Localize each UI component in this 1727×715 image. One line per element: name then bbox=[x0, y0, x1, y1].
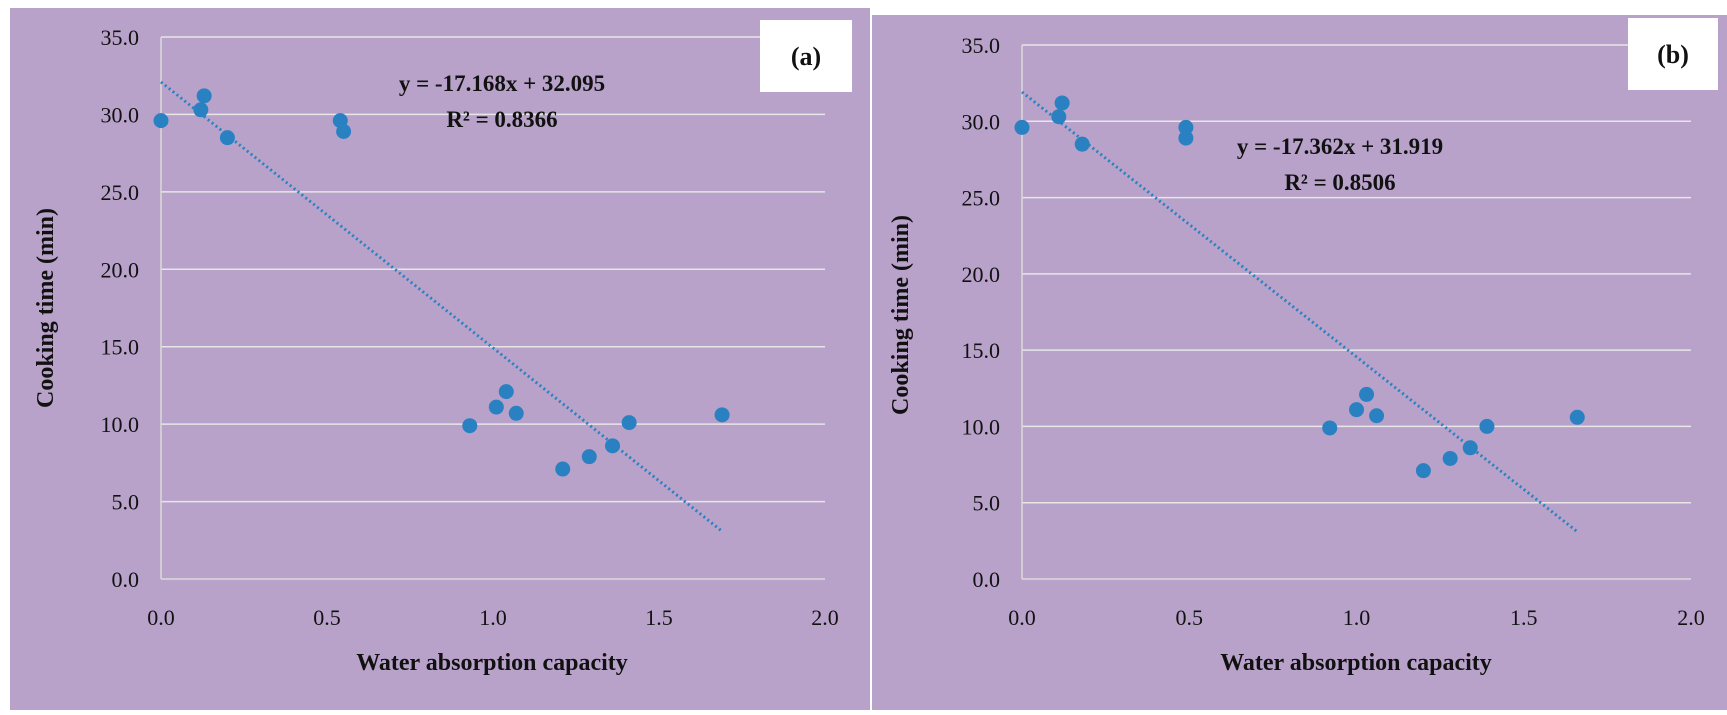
trend-equation: y = -17.168x + 32.095 bbox=[399, 71, 605, 96]
data-point bbox=[508, 405, 524, 421]
x-axis-title: Water absorption capacity bbox=[356, 650, 628, 676]
data-point bbox=[488, 399, 504, 415]
data-point bbox=[219, 130, 235, 146]
chart-panel-a: 0.0 5.0 10.0 15.0 20.0 25.0 30.0 35.0 0.0 0.5 1.0… bbox=[10, 8, 870, 715]
x-tick-label: 0.0 bbox=[147, 605, 175, 630]
y-tick-label: 5.0 bbox=[112, 490, 140, 515]
data-point bbox=[153, 113, 169, 129]
y-tick-label: 0.0 bbox=[112, 567, 140, 592]
y-tick-label: 35.0 bbox=[101, 25, 140, 50]
x-tick-label: 1.0 bbox=[1343, 605, 1371, 630]
x-tick-label: 0.5 bbox=[313, 605, 341, 630]
data-point bbox=[462, 418, 478, 434]
data-point bbox=[714, 407, 730, 423]
y-tick-label: 15.0 bbox=[962, 338, 1001, 363]
x-tick-label: 1.5 bbox=[1510, 605, 1538, 630]
data-point bbox=[605, 438, 621, 454]
y-tick-label: 10.0 bbox=[962, 414, 1001, 439]
trendline bbox=[1021, 90, 1579, 533]
data-point bbox=[1074, 136, 1090, 152]
data-point bbox=[581, 449, 597, 465]
panel-label: (b) bbox=[1657, 40, 1689, 69]
gridlines bbox=[161, 36, 825, 503]
r-squared-label: R² = 0.8506 bbox=[1284, 170, 1395, 195]
x-tick-labels: 0.0 0.5 1.0 1.5 2.0 bbox=[1008, 605, 1705, 630]
r-squared-label: R² = 0.8366 bbox=[446, 107, 557, 132]
y-tick-label: 35.0 bbox=[962, 33, 1001, 58]
y-tick-label: 15.0 bbox=[101, 335, 140, 360]
data-point bbox=[1479, 418, 1495, 434]
data-point bbox=[1178, 119, 1194, 135]
x-tick-label: 2.0 bbox=[1677, 605, 1705, 630]
data-point bbox=[1178, 130, 1194, 146]
scatter-chart-b: 0.0 5.0 10.0 15.0 20.0 25.0 30.0 35.0 0.0 0.5 1.0… bbox=[872, 15, 1727, 710]
data-point bbox=[498, 384, 514, 400]
data-point bbox=[193, 102, 209, 118]
y-tick-labels: 0.0 5.0 10.0 15.0 20.0 25.0 30.0 35.0 bbox=[101, 25, 140, 592]
trend-equation: y = -17.362x + 31.919 bbox=[1237, 134, 1443, 159]
data-point bbox=[336, 123, 352, 139]
data-point bbox=[1442, 450, 1458, 466]
x-tick-label: 0.5 bbox=[1176, 605, 1204, 630]
x-tick-label: 1.0 bbox=[479, 605, 507, 630]
data-point bbox=[1054, 95, 1070, 111]
data-point bbox=[1359, 386, 1375, 402]
panel-label-box bbox=[760, 20, 852, 92]
scatter-chart-a: 0.0 5.0 10.0 15.0 20.0 25.0 30.0 35.0 0.0 0.5 1.0… bbox=[10, 8, 870, 710]
data-point bbox=[1369, 408, 1385, 424]
y-axis-title: Cooking time (min) bbox=[33, 208, 59, 408]
gridlines bbox=[1022, 44, 1691, 504]
data-points bbox=[153, 88, 730, 477]
plot-background bbox=[872, 15, 1727, 710]
data-point bbox=[1415, 463, 1431, 479]
y-tick-label: 20.0 bbox=[101, 257, 140, 282]
y-tick-label: 10.0 bbox=[101, 412, 140, 437]
y-tick-label: 25.0 bbox=[962, 186, 1001, 211]
plot-background bbox=[10, 8, 870, 710]
data-point bbox=[1569, 409, 1585, 425]
y-tick-label: 25.0 bbox=[101, 180, 140, 205]
y-tick-labels: 0.0 5.0 10.0 15.0 20.0 25.0 30.0 35.0 bbox=[962, 33, 1001, 592]
y-tick-label: 30.0 bbox=[101, 102, 140, 127]
y-axis-title: Cooking time (min) bbox=[888, 215, 914, 415]
data-point bbox=[196, 88, 212, 104]
data-point bbox=[1349, 402, 1364, 418]
x-tick-labels: 0.0 0.5 1.0 1.5 2.0 bbox=[147, 605, 839, 630]
y-tick-label: 0.0 bbox=[973, 567, 1001, 592]
x-axis-title: Water absorption capacity bbox=[1220, 650, 1492, 676]
x-tick-label: 1.5 bbox=[645, 605, 673, 630]
data-points bbox=[1014, 95, 1585, 479]
data-point bbox=[621, 415, 637, 431]
data-point bbox=[1322, 420, 1338, 436]
data-point bbox=[1051, 109, 1067, 125]
panel-label: (a) bbox=[791, 42, 821, 71]
panel-label-box bbox=[1628, 18, 1718, 90]
data-point bbox=[555, 461, 571, 477]
data-point bbox=[1462, 440, 1478, 456]
data-point bbox=[1014, 119, 1030, 135]
x-tick-label: 0.0 bbox=[1008, 605, 1036, 630]
x-tick-label: 2.0 bbox=[811, 605, 839, 630]
y-tick-label: 30.0 bbox=[962, 109, 1001, 134]
y-tick-label: 20.0 bbox=[962, 262, 1001, 287]
chart-panel-b: 0.0 5.0 10.0 15.0 20.0 25.0 30.0 35.0 0.0 0.5 1.0… bbox=[872, 15, 1727, 715]
y-tick-label: 5.0 bbox=[973, 491, 1001, 516]
